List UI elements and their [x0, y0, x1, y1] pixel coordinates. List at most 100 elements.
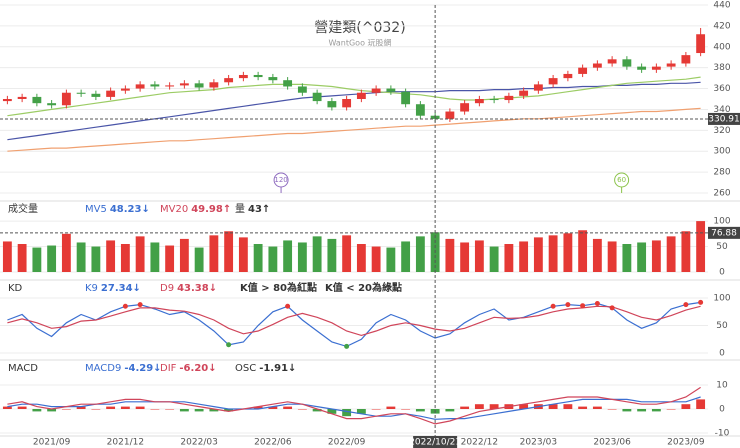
candle-body — [150, 84, 160, 87]
candle-body — [607, 59, 617, 64]
legend-item: DIF -6.20↓ — [160, 363, 217, 374]
legend-value: -4.29↓ — [124, 363, 161, 374]
volume-bar — [327, 238, 337, 272]
osc-bar — [194, 409, 204, 412]
kd-dot — [226, 342, 232, 348]
osc-bar — [91, 409, 101, 410]
legend-value: 27.34↓ — [101, 283, 141, 294]
volume-bar — [2, 241, 12, 272]
candle-body — [268, 77, 278, 81]
osc-bar — [460, 406, 470, 409]
osc-bar — [637, 409, 647, 412]
volume-bar — [592, 238, 602, 272]
kd-dot — [550, 303, 556, 309]
panel-title: KD — [8, 283, 23, 294]
candle-body — [297, 86, 307, 93]
volume-bar — [548, 235, 558, 272]
candle-body — [504, 95, 514, 101]
volume-bar — [489, 246, 499, 272]
osc-bar — [32, 409, 42, 412]
volume-bar — [194, 247, 204, 272]
x-tick-label: 2022/12 — [461, 438, 498, 448]
candle-body — [460, 103, 470, 112]
candle-body — [224, 78, 234, 83]
candle-body — [32, 96, 42, 104]
osc-bar — [47, 409, 57, 412]
kd-dot — [683, 302, 689, 308]
legend-name: D9 — [160, 283, 174, 294]
volume-bar — [356, 244, 366, 272]
y-tick-label: 440 — [713, 1, 730, 11]
volume-bar — [17, 244, 27, 272]
y-tick-label: 100 — [713, 217, 730, 227]
macd-line — [7, 386, 701, 425]
candle-body — [209, 82, 219, 88]
osc-bar — [489, 404, 499, 409]
osc-bar — [106, 406, 116, 409]
chart-title: 營建類(^032) — [314, 20, 405, 36]
volume-bar — [224, 231, 234, 272]
candle-body — [312, 92, 322, 102]
y-tick-label: 50 — [716, 242, 728, 252]
kd-dot — [594, 301, 600, 306]
legend-item: OSC -1.91↓ — [235, 363, 296, 374]
volume-bar — [415, 236, 425, 272]
legend-item: MV20 49.98↑ — [160, 204, 231, 215]
candle-body — [238, 74, 248, 79]
osc-bar — [253, 406, 263, 409]
kd-dot — [580, 303, 586, 309]
osc-bar — [356, 409, 366, 414]
volume-bar — [666, 236, 676, 272]
y-tick-label: 100 — [713, 294, 730, 304]
x-tick-label: 2022/09 — [328, 438, 366, 448]
x-label-highlight — [413, 436, 458, 448]
candle-body — [445, 111, 455, 119]
volume-bar — [607, 241, 617, 272]
candle-body — [666, 63, 676, 67]
panel-title: 成交量 — [8, 202, 38, 215]
legend-name: OSC — [235, 363, 256, 374]
kd-dot — [137, 302, 143, 308]
legend-value: 49.98↑ — [191, 204, 231, 215]
volume-bar — [386, 247, 396, 272]
legend-item: MACD9 -4.29↓ — [85, 363, 162, 374]
osc-bar — [150, 409, 160, 410]
x-tick-label: 2022/03 — [180, 438, 217, 448]
candle-body — [2, 99, 12, 102]
osc-bar — [607, 409, 617, 410]
candle-body — [120, 88, 130, 91]
candle-body — [61, 92, 71, 106]
chart-subtitle: WantGoo 玩股網 — [328, 38, 391, 48]
legend-name: MACD9 — [85, 363, 121, 374]
kd-line — [7, 305, 701, 337]
candle-body — [165, 85, 175, 87]
candle-body — [563, 73, 573, 79]
osc-bar — [474, 404, 484, 409]
volume-bar — [135, 236, 145, 272]
x-tick-label: 2022/06 — [254, 438, 292, 448]
osc-bar — [209, 409, 219, 412]
osc-bar — [681, 404, 691, 409]
candle-body — [622, 59, 632, 67]
y-tick-label: 380 — [713, 63, 730, 73]
x-tick-label: 2021/09 — [33, 438, 71, 448]
candle-body — [135, 84, 145, 89]
legend-name: 量 — [235, 203, 245, 215]
volume-bar — [651, 240, 661, 272]
volume-bar — [504, 244, 514, 272]
reference-box — [708, 226, 740, 239]
osc-bar — [651, 409, 661, 412]
osc-bar — [224, 409, 234, 412]
osc-bar — [297, 409, 307, 410]
kd-dot — [609, 305, 615, 311]
osc-bar — [696, 399, 706, 409]
volume-bar — [622, 244, 632, 272]
kd-dot — [122, 303, 128, 309]
volume-bar — [32, 247, 42, 272]
volume-bar — [696, 221, 706, 272]
candle-body — [76, 92, 86, 94]
kd-dot — [565, 302, 571, 308]
crosshair-box — [708, 112, 740, 125]
y-tick-label: 340 — [713, 105, 730, 115]
moving-average — [7, 107, 701, 152]
